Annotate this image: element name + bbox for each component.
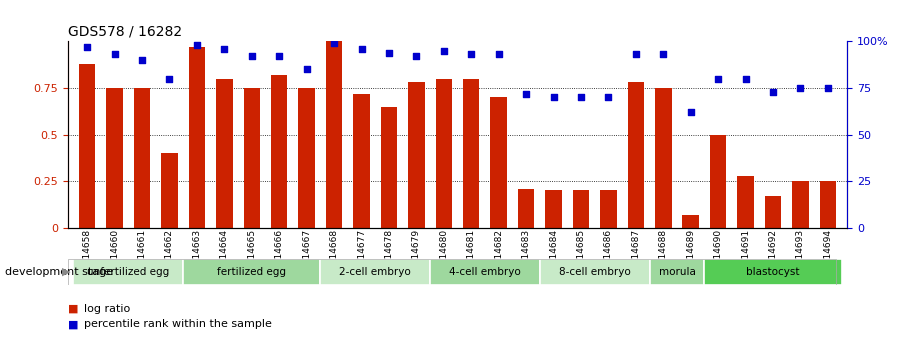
- Point: [272, 53, 286, 59]
- Point: [354, 46, 369, 52]
- Point: [80, 44, 94, 50]
- Point: [602, 95, 616, 100]
- Text: percentile rank within the sample: percentile rank within the sample: [84, 319, 272, 329]
- Point: [381, 50, 396, 55]
- Bar: [353, 93, 370, 228]
- Text: morula: morula: [659, 267, 696, 277]
- Bar: [737, 176, 754, 228]
- Text: 4-cell embryo: 4-cell embryo: [449, 267, 521, 277]
- Text: 2-cell embryo: 2-cell embryo: [340, 267, 411, 277]
- Point: [135, 57, 149, 63]
- Bar: [188, 47, 205, 228]
- Bar: [490, 97, 507, 228]
- Point: [546, 95, 561, 100]
- Text: log ratio: log ratio: [84, 304, 130, 314]
- Point: [217, 46, 232, 52]
- Bar: [792, 181, 809, 228]
- Text: blastocyst: blastocyst: [747, 267, 800, 277]
- Bar: [217, 79, 233, 228]
- Point: [519, 91, 534, 96]
- Point: [683, 109, 698, 115]
- Bar: [161, 153, 178, 228]
- Bar: [628, 82, 644, 228]
- Bar: [106, 88, 123, 228]
- Point: [327, 40, 342, 46]
- Text: ■: ■: [68, 319, 79, 329]
- Bar: [540, 259, 650, 285]
- Bar: [820, 181, 836, 228]
- Bar: [573, 190, 589, 228]
- Bar: [408, 82, 425, 228]
- Point: [464, 52, 478, 57]
- Point: [107, 52, 121, 57]
- Point: [573, 95, 588, 100]
- Bar: [271, 75, 287, 228]
- Bar: [655, 88, 671, 228]
- Text: 8-cell embryo: 8-cell embryo: [559, 267, 631, 277]
- Point: [821, 85, 835, 91]
- Bar: [381, 107, 397, 228]
- Text: fertilized egg: fertilized egg: [217, 267, 286, 277]
- Bar: [650, 259, 705, 285]
- Point: [245, 53, 259, 59]
- Bar: [183, 259, 321, 285]
- Bar: [430, 259, 540, 285]
- Point: [299, 67, 313, 72]
- Point: [410, 53, 424, 59]
- Point: [738, 76, 753, 81]
- Bar: [518, 189, 535, 228]
- Bar: [134, 88, 150, 228]
- Text: unfertilized egg: unfertilized egg: [87, 267, 169, 277]
- Bar: [244, 88, 260, 228]
- Point: [629, 52, 643, 57]
- Text: development stage: development stage: [5, 267, 112, 276]
- Bar: [73, 259, 183, 285]
- Point: [189, 42, 204, 48]
- Point: [766, 89, 780, 95]
- Text: ▶: ▶: [62, 267, 70, 276]
- Bar: [79, 64, 95, 228]
- Point: [711, 76, 726, 81]
- Bar: [710, 135, 727, 228]
- Bar: [600, 190, 617, 228]
- Bar: [326, 41, 342, 228]
- Bar: [436, 79, 452, 228]
- Point: [437, 48, 451, 53]
- Bar: [298, 88, 315, 228]
- Bar: [682, 215, 699, 228]
- Bar: [705, 259, 842, 285]
- Text: GDS578 / 16282: GDS578 / 16282: [68, 25, 182, 39]
- Point: [794, 85, 808, 91]
- Point: [656, 52, 670, 57]
- Bar: [545, 190, 562, 228]
- Bar: [463, 79, 479, 228]
- Point: [162, 76, 177, 81]
- Text: ■: ■: [68, 304, 79, 314]
- Point: [491, 52, 506, 57]
- Bar: [321, 259, 430, 285]
- Bar: [765, 196, 781, 228]
